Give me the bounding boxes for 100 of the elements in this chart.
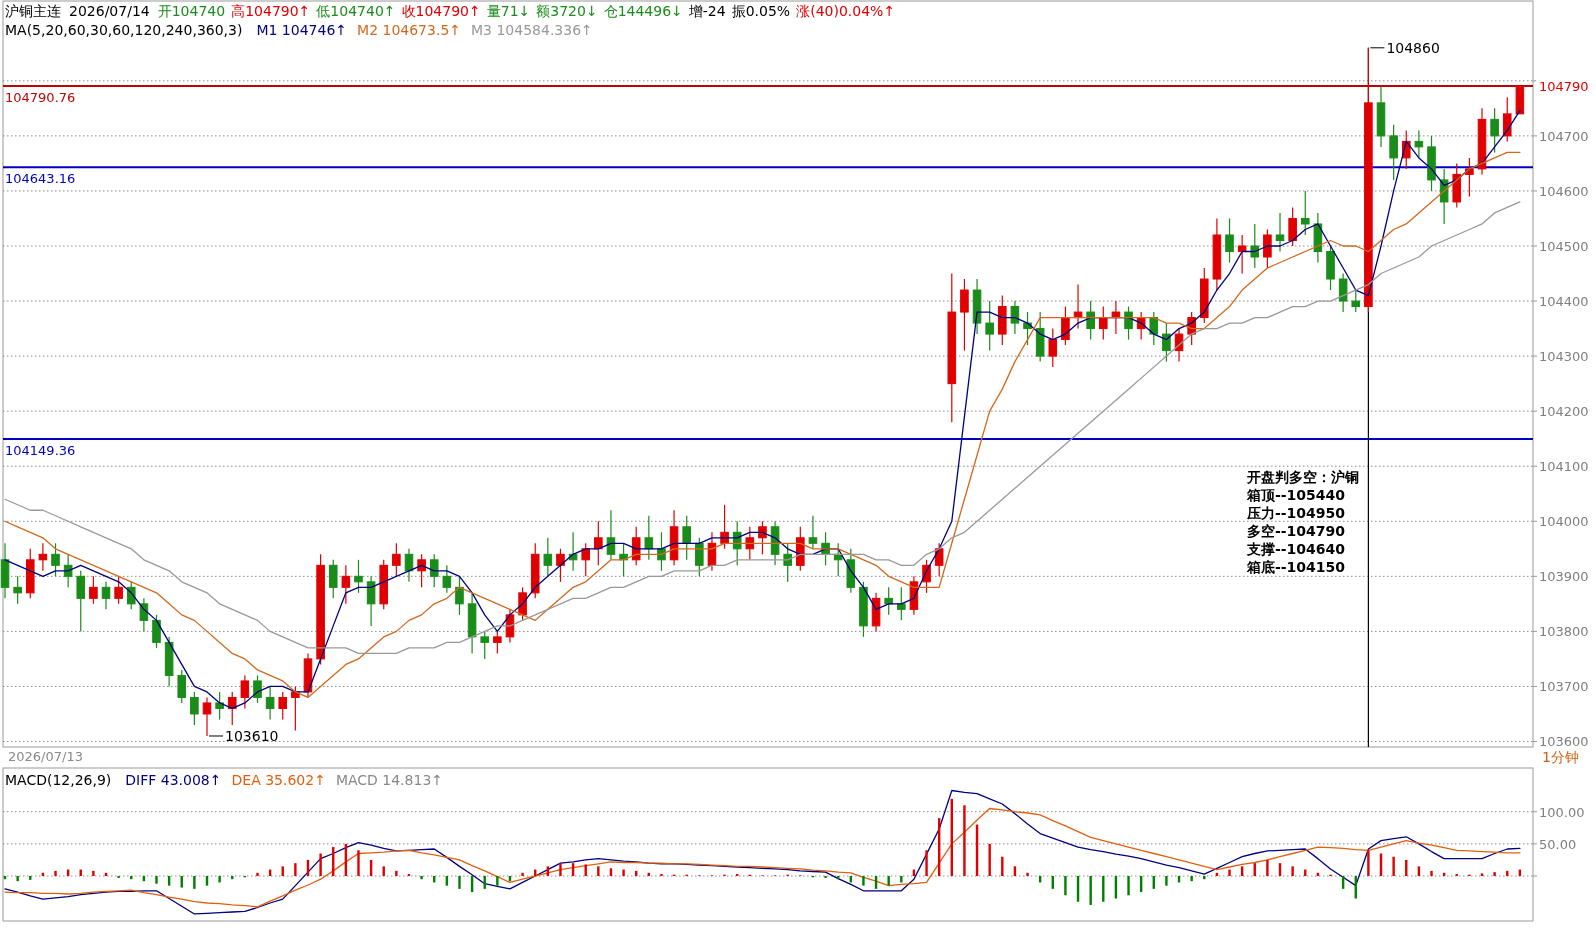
candlestick [1263, 228, 1272, 269]
bar [988, 843, 991, 876]
y-tick-label: 104600 [1539, 183, 1589, 199]
annotation: 压力--104950 [1246, 505, 1346, 521]
candlestick [594, 520, 603, 566]
candlestick [152, 614, 161, 649]
candlestick [51, 542, 60, 577]
candlestick [783, 542, 792, 583]
candlestick [1502, 96, 1512, 142]
y-tick-label: 104700 [1539, 128, 1589, 144]
candlestick [429, 553, 439, 588]
bar [1026, 872, 1029, 876]
annotation: 量71↓ [486, 3, 531, 19]
candlestick [190, 691, 199, 726]
bar [862, 876, 865, 886]
candlestick [960, 278, 969, 352]
candlestick [644, 515, 654, 561]
bar [458, 876, 461, 889]
y-tick-label: 100.00 [1539, 804, 1585, 820]
bar [963, 805, 966, 876]
annotation: 仓144496↓ [603, 3, 683, 19]
annotation: 增-24 [687, 3, 726, 19]
text: 1分钟 [1542, 749, 1579, 765]
candlestick [63, 553, 73, 588]
text: DEA 35.602↑ [231, 772, 326, 788]
annotation: 支撑--104640 [1246, 541, 1346, 557]
bar [1480, 873, 1484, 876]
candlestick [240, 674, 250, 710]
bar [1266, 859, 1269, 876]
legend-title: MACD(12,26,9) [5, 772, 112, 788]
candlestick [1023, 311, 1032, 346]
bar [521, 872, 524, 876]
candlestick [493, 630, 502, 655]
candlestick [366, 575, 376, 627]
legend-title: MA(5,20,60,30,60,120,240,360,3) [5, 22, 243, 38]
bar [1493, 872, 1496, 876]
candlestick [682, 515, 691, 561]
bar [16, 876, 19, 882]
candlestick [89, 575, 98, 605]
annotation: 振0.05% [731, 3, 791, 19]
candlestick [139, 597, 149, 632]
y-tick-label: 104400 [1539, 294, 1589, 310]
candlestick [581, 542, 590, 577]
candlestick [1338, 272, 1348, 313]
y-tick-label: 50.00 [1539, 836, 1577, 852]
candlestick [1225, 217, 1234, 264]
annotation: 高104790↑ [231, 3, 311, 19]
candlestick [480, 630, 490, 660]
bar [597, 866, 600, 876]
text: 2026/07/13 [8, 749, 83, 764]
annotation: 箱底--104150 [1246, 559, 1346, 575]
candlestick [101, 581, 111, 610]
bar [155, 876, 158, 884]
candlestick [1288, 206, 1297, 247]
bar [1291, 866, 1294, 876]
y-tick-label: 104500 [1539, 239, 1589, 254]
bar [319, 853, 322, 876]
line-series [4, 807, 1521, 908]
candlestick [1086, 300, 1095, 341]
bar [900, 876, 903, 883]
y-tick-label: 103600 [1539, 734, 1589, 750]
candlestick [227, 691, 237, 726]
candlestick [1250, 223, 1260, 269]
text: M3 104584.336↑ [471, 22, 593, 38]
bar [218, 876, 221, 883]
y-tick-label: 104000 [1539, 514, 1589, 530]
ref-line-label: 104790.76 [5, 89, 76, 105]
candlestick [126, 581, 136, 610]
candlestick [1061, 305, 1070, 346]
candlestick [543, 537, 553, 577]
text: M1 104746↑ [256, 22, 348, 38]
candlestick [265, 685, 275, 721]
bar [559, 863, 562, 876]
candlestick [328, 559, 338, 599]
annotation: 箱顶--105440 [1246, 487, 1346, 503]
bar [1430, 870, 1433, 876]
candlestick [341, 564, 351, 605]
annotation: 收104790↑ [401, 3, 481, 19]
candlestick [606, 509, 616, 561]
text: 104790 [1539, 79, 1589, 95]
annotation: 低104740↑ [316, 3, 396, 19]
bar [1165, 876, 1168, 886]
candlestick [455, 575, 464, 616]
candlestick [38, 542, 48, 572]
candlestick [1124, 305, 1133, 341]
annotation: 涨(40)0.04%↑ [796, 3, 896, 19]
bar [420, 876, 423, 880]
candlestick [695, 537, 704, 577]
candlestick [934, 542, 944, 577]
annotation: 额3720↓ [536, 3, 598, 19]
candlestick [1048, 327, 1058, 368]
annotation: MACD 14.813↑ [335, 772, 444, 788]
bar [1228, 869, 1231, 876]
candlestick [442, 564, 452, 594]
bar [1190, 876, 1193, 882]
candlestick [392, 542, 401, 577]
candlestick [1490, 107, 1499, 153]
bar [256, 872, 259, 876]
candlestick [745, 526, 755, 561]
candlestick [631, 526, 641, 566]
